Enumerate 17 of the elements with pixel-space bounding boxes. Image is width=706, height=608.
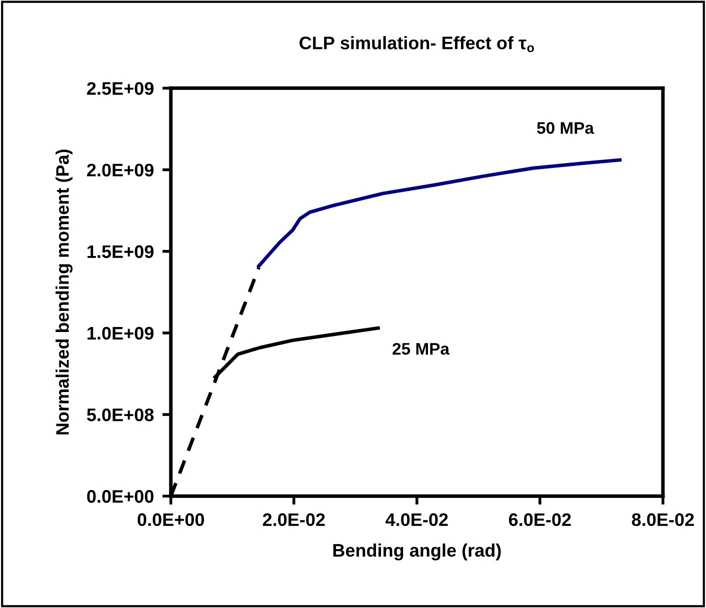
x-tick-label: 2.0E-02 xyxy=(262,513,325,526)
series-label: 50 MPa xyxy=(537,122,594,134)
x-tick-label: 6.0E-02 xyxy=(508,513,571,526)
y-axis-title: Normalized bending moment (Pa) xyxy=(56,150,73,434)
x-axis-title: Bending angle (rad) xyxy=(333,544,501,560)
x-tick-label: 0.0E+00 xyxy=(138,513,204,526)
x-tick-label: 8.0E-02 xyxy=(632,513,694,526)
y-tick-label: 0.0E+00 xyxy=(87,490,154,503)
series-label: 25 MPa xyxy=(392,342,450,355)
y-tick-label: 5.0E+08 xyxy=(86,408,154,422)
y-tick-label: 2.5E+09 xyxy=(87,82,154,95)
chart-title: CLP simulation- Effect of τ$_{o}$ xyxy=(300,36,534,52)
line-series xyxy=(257,158,622,268)
y-tick-label: 1.5E+09 xyxy=(88,245,154,258)
y-tick-label: 1.0E+09 xyxy=(88,326,154,340)
y-tick-label: 2.0E+09 xyxy=(87,164,154,176)
x-tick-label: 4.0E-02 xyxy=(386,513,448,526)
